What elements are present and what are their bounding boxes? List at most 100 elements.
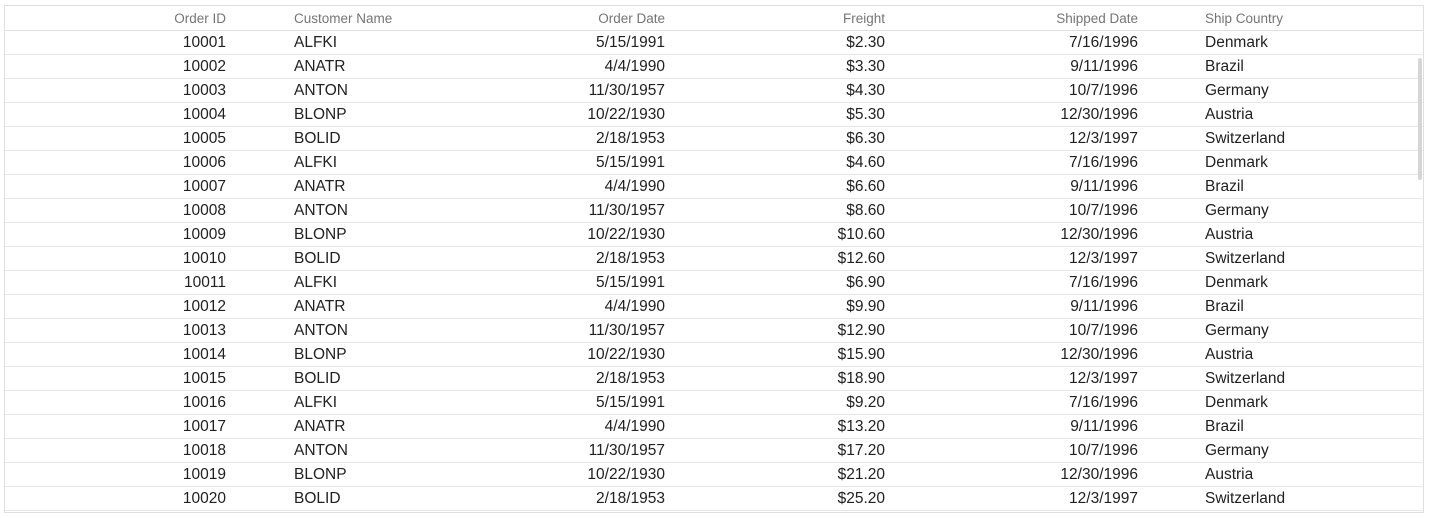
cell-customer-name[interactable]: BOLID	[294, 249, 341, 267]
cell-freight[interactable]: $9.20	[846, 393, 885, 411]
cell-order-date[interactable]: 4/4/1990	[604, 57, 665, 75]
cell-order-id[interactable]: 10002	[182, 57, 226, 75]
table-row[interactable]: 10015 BOLID 2/18/1953 $18.90 12/3/1997 Switze…	[5, 367, 1423, 391]
cell-ship-country[interactable]: Switzerland	[1205, 489, 1286, 507]
cell-order-date[interactable]: 2/18/1953	[596, 369, 665, 387]
cell-order-date[interactable]: 10/22/1930	[587, 225, 665, 243]
cell-ship-country[interactable]: Austria	[1205, 465, 1254, 483]
cell-ship-country[interactable]: Brazil	[1205, 297, 1244, 315]
cell-order-date[interactable]: 2/18/1953	[596, 129, 665, 147]
table-row[interactable]: 10009 BLONP 10/22/1930 $10.60 12/30/1996 Aust…	[5, 223, 1423, 247]
table-row[interactable]: 10002 ANATR 4/4/1990 $3.30 9/11/1996 Brazil	[5, 55, 1423, 79]
cell-customer-name[interactable]: BOLID	[294, 369, 341, 387]
table-row[interactable]: 10018 ANTON 11/30/1957 $17.20 10/7/1996 Germa…	[5, 439, 1423, 463]
cell-freight[interactable]: $10.60	[837, 225, 885, 243]
table-row[interactable]: 10005 BOLID 2/18/1953 $6.30 12/3/1997 Switzer…	[5, 127, 1423, 151]
cell-order-id[interactable]: 10006	[182, 153, 226, 171]
cell-shipped-date[interactable]: 7/16/1996	[1069, 393, 1138, 411]
cell-customer-name[interactable]: BLONP	[294, 465, 347, 483]
cell-ship-country[interactable]: Switzerland	[1205, 129, 1286, 147]
cell-freight[interactable]: $12.60	[837, 249, 885, 267]
cell-ship-country[interactable]: Brazil	[1205, 57, 1244, 75]
cell-shipped-date[interactable]: 12/30/1996	[1060, 465, 1138, 483]
column-header-freight[interactable]: Freight	[842, 10, 885, 26]
cell-ship-country[interactable]: Brazil	[1205, 177, 1244, 195]
cell-shipped-date[interactable]: 12/30/1996	[1060, 105, 1138, 123]
cell-order-date[interactable]: 11/30/1957	[588, 201, 665, 219]
cell-order-date[interactable]: 2/18/1953	[596, 249, 665, 267]
table-row[interactable]: 10019 BLONP 10/22/1930 $21.20 12/30/1996 Aust…	[5, 463, 1423, 487]
cell-order-id[interactable]: 10014	[182, 345, 226, 363]
cell-ship-country[interactable]: Germany	[1205, 441, 1269, 459]
cell-ship-country[interactable]: Denmark	[1205, 273, 1268, 291]
cell-order-date[interactable]: 11/30/1957	[588, 81, 665, 99]
cell-order-date[interactable]: 11/30/1957	[588, 321, 665, 339]
table-row[interactable]: 10016 ALFKI 5/15/1991 $9.20 7/16/1996 Denmark	[5, 391, 1423, 415]
cell-order-date[interactable]: 5/15/1991	[596, 33, 665, 51]
scrollbar-thumb[interactable]	[1418, 58, 1422, 180]
cell-customer-name[interactable]: BOLID	[294, 489, 341, 507]
cell-order-date[interactable]: 10/22/1930	[587, 465, 665, 483]
cell-shipped-date[interactable]: 10/7/1996	[1069, 81, 1138, 99]
cell-freight[interactable]: $9.90	[846, 297, 885, 315]
cell-order-id[interactable]: 10012	[182, 297, 226, 315]
cell-order-id[interactable]: 10007	[182, 177, 226, 195]
table-row[interactable]: 10013 ANTON 11/30/1957 $12.90 10/7/1996 Germa…	[5, 319, 1423, 343]
table-row[interactable]: 10007 ANATR 4/4/1990 $6.60 9/11/1996 Brazil	[5, 175, 1423, 199]
cell-shipped-date[interactable]: 7/16/1996	[1069, 273, 1138, 291]
cell-shipped-date[interactable]: 12/3/1997	[1069, 129, 1138, 147]
table-row[interactable]: 10003 ANTON 11/30/1957 $4.30 10/7/1996 German…	[5, 79, 1423, 103]
cell-customer-name[interactable]: BLONP	[294, 225, 347, 243]
table-row[interactable]: 10020 BOLID 2/18/1953 $25.20 12/3/1997 Switze…	[5, 487, 1423, 511]
cell-shipped-date[interactable]: 9/11/1996	[1070, 297, 1138, 315]
cell-order-id[interactable]: 10003	[182, 81, 226, 99]
cell-shipped-date[interactable]: 12/30/1996	[1060, 345, 1138, 363]
cell-ship-country[interactable]: Denmark	[1205, 33, 1268, 51]
cell-shipped-date[interactable]: 7/16/1996	[1069, 33, 1138, 51]
table-row[interactable]: 10017 ANATR 4/4/1990 $13.20 9/11/1996 Brazil	[5, 415, 1423, 439]
cell-order-id[interactable]: 10018	[182, 441, 226, 459]
cell-customer-name[interactable]: ANATR	[294, 177, 346, 195]
cell-shipped-date[interactable]: 10/7/1996	[1069, 441, 1138, 459]
cell-ship-country[interactable]: Germany	[1205, 81, 1269, 99]
cell-shipped-date[interactable]: 12/3/1997	[1069, 369, 1138, 387]
cell-shipped-date[interactable]: 12/3/1997	[1069, 489, 1138, 507]
cell-order-date[interactable]: 4/4/1990	[604, 177, 665, 195]
cell-freight[interactable]: $17.20	[837, 441, 885, 459]
table-row[interactable]: 10008 ANTON 11/30/1957 $8.60 10/7/1996 German…	[5, 199, 1423, 223]
cell-customer-name[interactable]: ANATR	[294, 57, 346, 75]
table-row[interactable]: 10012 ANATR 4/4/1990 $9.90 9/11/1996 Brazil	[5, 295, 1423, 319]
cell-customer-name[interactable]: ANATR	[294, 297, 346, 315]
cell-customer-name[interactable]: ALFKI	[294, 33, 338, 51]
cell-freight[interactable]: $15.90	[837, 345, 885, 363]
cell-freight[interactable]: $5.30	[846, 105, 885, 123]
cell-ship-country[interactable]: Germany	[1205, 201, 1269, 219]
cell-order-id[interactable]: 10011	[184, 273, 226, 291]
table-row[interactable]: 10014 BLONP 10/22/1930 $15.90 12/30/1996 Aust…	[5, 343, 1423, 367]
cell-order-id[interactable]: 10001	[182, 33, 226, 51]
cell-freight[interactable]: $25.20	[837, 489, 885, 507]
cell-customer-name[interactable]: ANTON	[294, 441, 348, 459]
cell-customer-name[interactable]: ALFKI	[294, 153, 338, 171]
table-row[interactable]: 10010 BOLID 2/18/1953 $12.60 12/3/1997 Switze…	[5, 247, 1423, 271]
cell-order-date[interactable]: 10/22/1930	[587, 345, 665, 363]
cell-ship-country[interactable]: Denmark	[1205, 153, 1268, 171]
cell-order-id[interactable]: 10005	[182, 129, 226, 147]
cell-ship-country[interactable]: Austria	[1205, 225, 1254, 243]
cell-order-date[interactable]: 4/4/1990	[604, 417, 665, 435]
cell-freight[interactable]: $4.30	[846, 81, 885, 99]
table-row[interactable]: 10001 ALFKI 5/15/1991 $2.30 7/16/1996 Denmark	[5, 31, 1423, 55]
cell-order-date[interactable]: 5/15/1991	[596, 393, 665, 411]
cell-order-date[interactable]: 2/18/1953	[596, 489, 665, 507]
cell-shipped-date[interactable]: 10/7/1996	[1069, 321, 1138, 339]
cell-order-id[interactable]: 10015	[182, 369, 226, 387]
cell-order-id[interactable]: 10004	[182, 105, 226, 123]
cell-customer-name[interactable]: BLONP	[294, 105, 347, 123]
cell-ship-country[interactable]: Austria	[1205, 345, 1254, 363]
column-header-customer-name[interactable]: Customer Name	[294, 10, 393, 26]
column-header-order-date[interactable]: Order Date	[598, 10, 665, 26]
column-header-shipped-date[interactable]: Shipped Date	[1056, 10, 1138, 26]
table-row[interactable]: 10004 BLONP 10/22/1930 $5.30 12/30/1996 Austr…	[5, 103, 1423, 127]
cell-order-date[interactable]: 5/15/1991	[596, 273, 665, 291]
cell-order-id[interactable]: 10017	[182, 417, 226, 435]
